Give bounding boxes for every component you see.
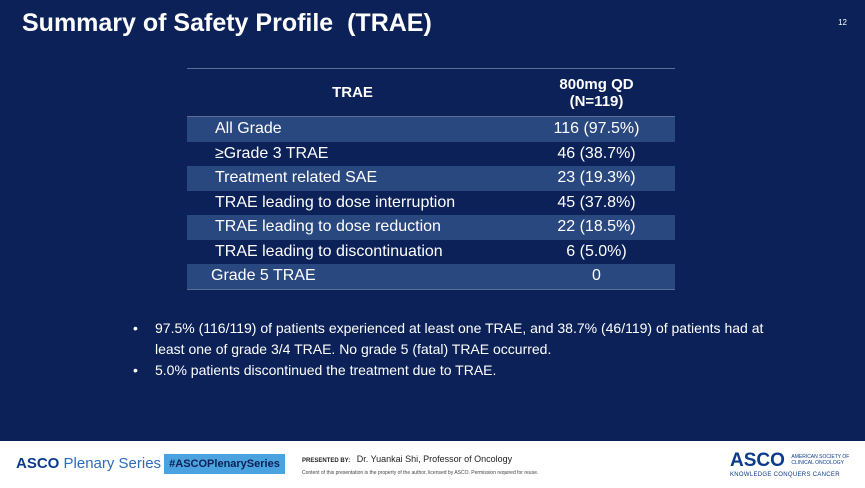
- copyright-notice: Content of this presentation is the prop…: [302, 470, 539, 476]
- asco-plenary-logo: ASCO Plenary Series: [16, 455, 161, 472]
- footer: ASCO Plenary Series #ASCOPlenarySeries P…: [0, 441, 865, 488]
- society-name: AMERICAN SOCIETY OF CLINICAL ONCOLOGY: [791, 454, 849, 466]
- row-value: 23 (19.3%): [557, 169, 636, 187]
- bullet-item: • 97.5% (116/119) of patients experience…: [133, 318, 793, 360]
- table-row: All Grade 116 (97.5%): [187, 117, 675, 142]
- presented-label: PRESENTED BY:: [302, 458, 351, 464]
- table-row: TRAE leading to discontinuation 6 (5.0%): [187, 240, 675, 265]
- bullet-text: 97.5% (116/119) of patients experienced …: [155, 320, 764, 357]
- presented-by: PRESENTED BY: Dr. Yuankai Shi, Professor…: [302, 454, 512, 464]
- bullet-item: • 5.0% patients discontinued the treatme…: [133, 360, 793, 381]
- row-value: 46 (38.7%): [557, 144, 636, 162]
- bullet-dot-icon: •: [133, 320, 138, 336]
- header-dose: 800mg QD (N=119): [518, 76, 675, 110]
- header-trae: TRAE: [332, 84, 373, 101]
- row-value: 116 (97.5%): [553, 120, 640, 138]
- asco-society-logo: ASCO AMERICAN SOCIETY OF CLINICAL ONCOLO…: [730, 450, 849, 478]
- table-row: TRAE leading to dose interruption 45 (37…: [187, 191, 675, 216]
- society-line1: AMERICAN SOCIETY OF: [791, 454, 850, 460]
- row-value: 6 (5.0%): [566, 242, 627, 260]
- row-label: All Grade: [215, 120, 282, 138]
- society-line2: CLINICAL ONCOLOGY: [791, 460, 844, 466]
- row-value: 0: [592, 267, 601, 285]
- bullet-dot-icon: •: [133, 362, 138, 378]
- table-header: TRAE 800mg QD (N=119): [187, 69, 675, 117]
- table-row: ≥Grade 3 TRAE 46 (38.7%): [187, 142, 675, 167]
- asco-logo-text: ASCO: [730, 450, 785, 471]
- bullet-list: • 97.5% (116/119) of patients experience…: [133, 318, 793, 381]
- row-label: Treatment related SAE: [215, 169, 378, 187]
- row-label: TRAE leading to dose reduction: [215, 218, 441, 236]
- table-row: TRAE leading to dose reduction 22 (18.5%…: [187, 215, 675, 240]
- row-label: TRAE leading to discontinuation: [215, 242, 443, 260]
- asco-word: ASCO: [16, 455, 60, 472]
- presenter-name: Dr. Yuankai Shi, Professor of Oncology: [356, 454, 513, 464]
- table-row: Treatment related SAE 23 (19.3%): [187, 166, 675, 191]
- slide: Summary of Safety Profile (TRAE) 12 TRAE…: [0, 0, 865, 441]
- row-value: 45 (37.8%): [557, 193, 636, 211]
- bullet-text: 5.0% patients discontinued the treatment…: [155, 362, 497, 378]
- row-label: TRAE leading to dose interruption: [215, 193, 456, 211]
- row-label: ≥Grade 3 TRAE: [215, 144, 329, 162]
- table-row: Grade 5 TRAE 0: [187, 264, 675, 289]
- tagline: KNOWLEDGE CONQUERS CANCER: [730, 472, 840, 478]
- page-number: 12: [838, 18, 847, 27]
- hashtag-badge: #ASCOPlenarySeries: [164, 454, 285, 474]
- trae-table: TRAE 800mg QD (N=119) All Grade 116 (97.…: [187, 68, 675, 290]
- header-dose-line2: (N=119): [569, 92, 624, 110]
- plenary-series-word: Plenary Series: [63, 455, 162, 472]
- row-label: Grade 5 TRAE: [211, 267, 316, 285]
- row-value: 22 (18.5%): [557, 218, 636, 236]
- header-dose-line1: 800mg QD: [559, 75, 634, 93]
- slide-title: Summary of Safety Profile (TRAE): [22, 9, 432, 37]
